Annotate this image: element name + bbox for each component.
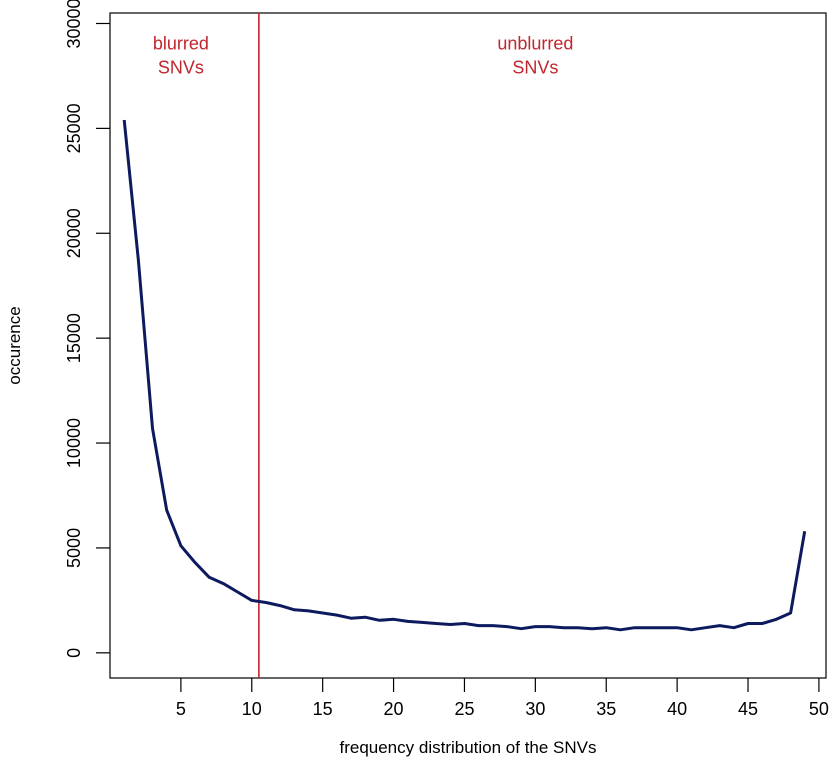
y-tick-label: 20000 — [64, 208, 84, 258]
x-tick-label: 20 — [384, 699, 404, 719]
series-line — [122, 119, 807, 632]
x-tick-label: 45 — [738, 699, 758, 719]
x-tick-label: 10 — [242, 699, 262, 719]
y-tick-label: 30000 — [64, 0, 84, 49]
y-tick-label: 10000 — [64, 418, 84, 468]
x-axis-label: frequency distribution of the SNVs — [339, 738, 596, 757]
x-tick-label: 5 — [176, 699, 186, 719]
y-tick-label: 0 — [64, 648, 84, 658]
x-tick-label: 30 — [525, 699, 545, 719]
x-tick-label: 50 — [809, 699, 829, 719]
annotation-label: unblurred — [497, 33, 573, 53]
plot-frame — [109, 12, 827, 679]
x-tick-label: 15 — [313, 699, 333, 719]
y-tick-label: 25000 — [64, 103, 84, 153]
annotation-label: blurred — [153, 33, 209, 53]
y-tick-label: 15000 — [64, 313, 84, 363]
annotation-label: SNVs — [158, 57, 204, 77]
y-axis-label: occurence — [5, 306, 24, 384]
x-tick-label: 40 — [667, 699, 687, 719]
x-tick-label: 25 — [454, 699, 474, 719]
x-tick-label: 35 — [596, 699, 616, 719]
y-tick-label: 5000 — [64, 528, 84, 568]
annotation-label: SNVs — [512, 57, 558, 77]
